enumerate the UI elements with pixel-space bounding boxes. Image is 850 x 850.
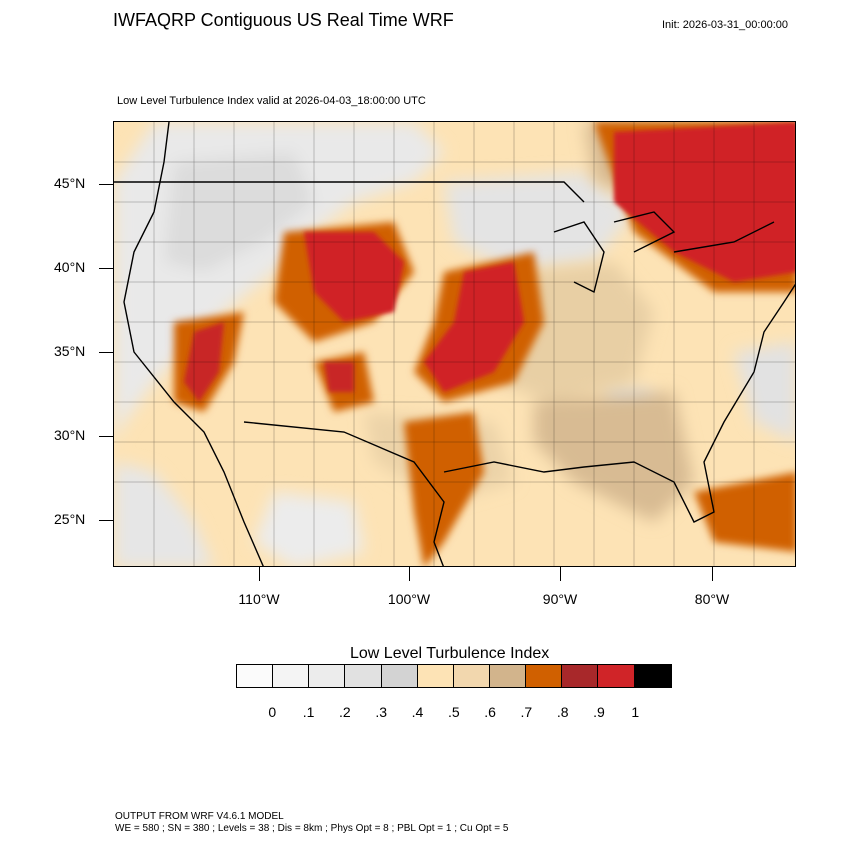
colorbar-swatch: [634, 665, 671, 687]
lat-label-40: 40°N: [54, 259, 86, 275]
colorbar-label: .9: [593, 704, 605, 720]
lat-label-25: 25°N: [54, 511, 86, 527]
colorbar-label: .8: [556, 704, 569, 720]
lat-tick: [99, 184, 113, 185]
lat-tick: [99, 268, 113, 269]
lon-tick: [712, 567, 713, 581]
colorbar-swatch: [562, 665, 599, 687]
coastlines: [114, 122, 795, 566]
colorbar-swatch: [417, 665, 454, 687]
colorbar-swatch: [273, 665, 310, 687]
lon-tick: [259, 567, 260, 581]
lon-label-90w: 90°W: [542, 591, 578, 607]
map-canvas: [114, 122, 795, 566]
colorbar-swatch: [489, 665, 527, 687]
lat-label-35: 35°N: [54, 343, 86, 359]
lat-tick: [99, 352, 113, 353]
colorbar-label: .2: [339, 704, 351, 720]
turbulence-map: [113, 121, 796, 567]
lat-tick: [99, 436, 113, 437]
init-time: Init: 2026-03-31_00:00:00: [662, 19, 788, 31]
colorbar-label: 1: [631, 704, 640, 720]
lon-label-110w: 110°W: [238, 591, 280, 607]
colorbar-swatch: [526, 665, 563, 687]
colorbar-label: .6: [484, 704, 496, 720]
model-settings: WE = 580 ; SN = 380 ; Levels = 38 ; Dis …: [115, 823, 509, 834]
colorbar: [236, 664, 672, 688]
colorbar-label: .7: [520, 704, 533, 720]
colorbar-label: .4: [411, 704, 424, 720]
colorbar-label: .1: [302, 704, 315, 720]
county-lines: [114, 122, 795, 566]
valid-time-subtitle: Low Level Turbulence Index valid at 2026…: [117, 95, 426, 107]
lon-tick: [409, 567, 410, 581]
colorbar-swatch: [598, 665, 635, 687]
lat-tick: [99, 520, 113, 521]
lon-label-100w: 100°W: [387, 591, 431, 607]
colorbar-swatch: [453, 665, 490, 687]
map-title: IWFAQRP Contiguous US Real Time WRF: [113, 10, 454, 30]
lon-tick: [560, 567, 561, 581]
colorbar-swatch: [345, 665, 382, 687]
colorbar-label: .3: [375, 704, 388, 720]
colorbar-swatch: [381, 665, 418, 687]
colorbar-title: Low Level Turbulence Index: [350, 645, 550, 662]
model-info: OUTPUT FROM WRF V4.6.1 MODEL: [115, 811, 284, 822]
colorbar-swatch: [309, 665, 346, 687]
colorbar-label: .5: [447, 704, 460, 720]
colorbar-swatch: [237, 665, 274, 687]
lat-label-30: 30°N: [54, 427, 86, 443]
lat-label-45: 45°N: [54, 175, 86, 191]
colorbar-label: 0: [268, 704, 277, 720]
lon-label-80w: 80°W: [694, 591, 730, 607]
